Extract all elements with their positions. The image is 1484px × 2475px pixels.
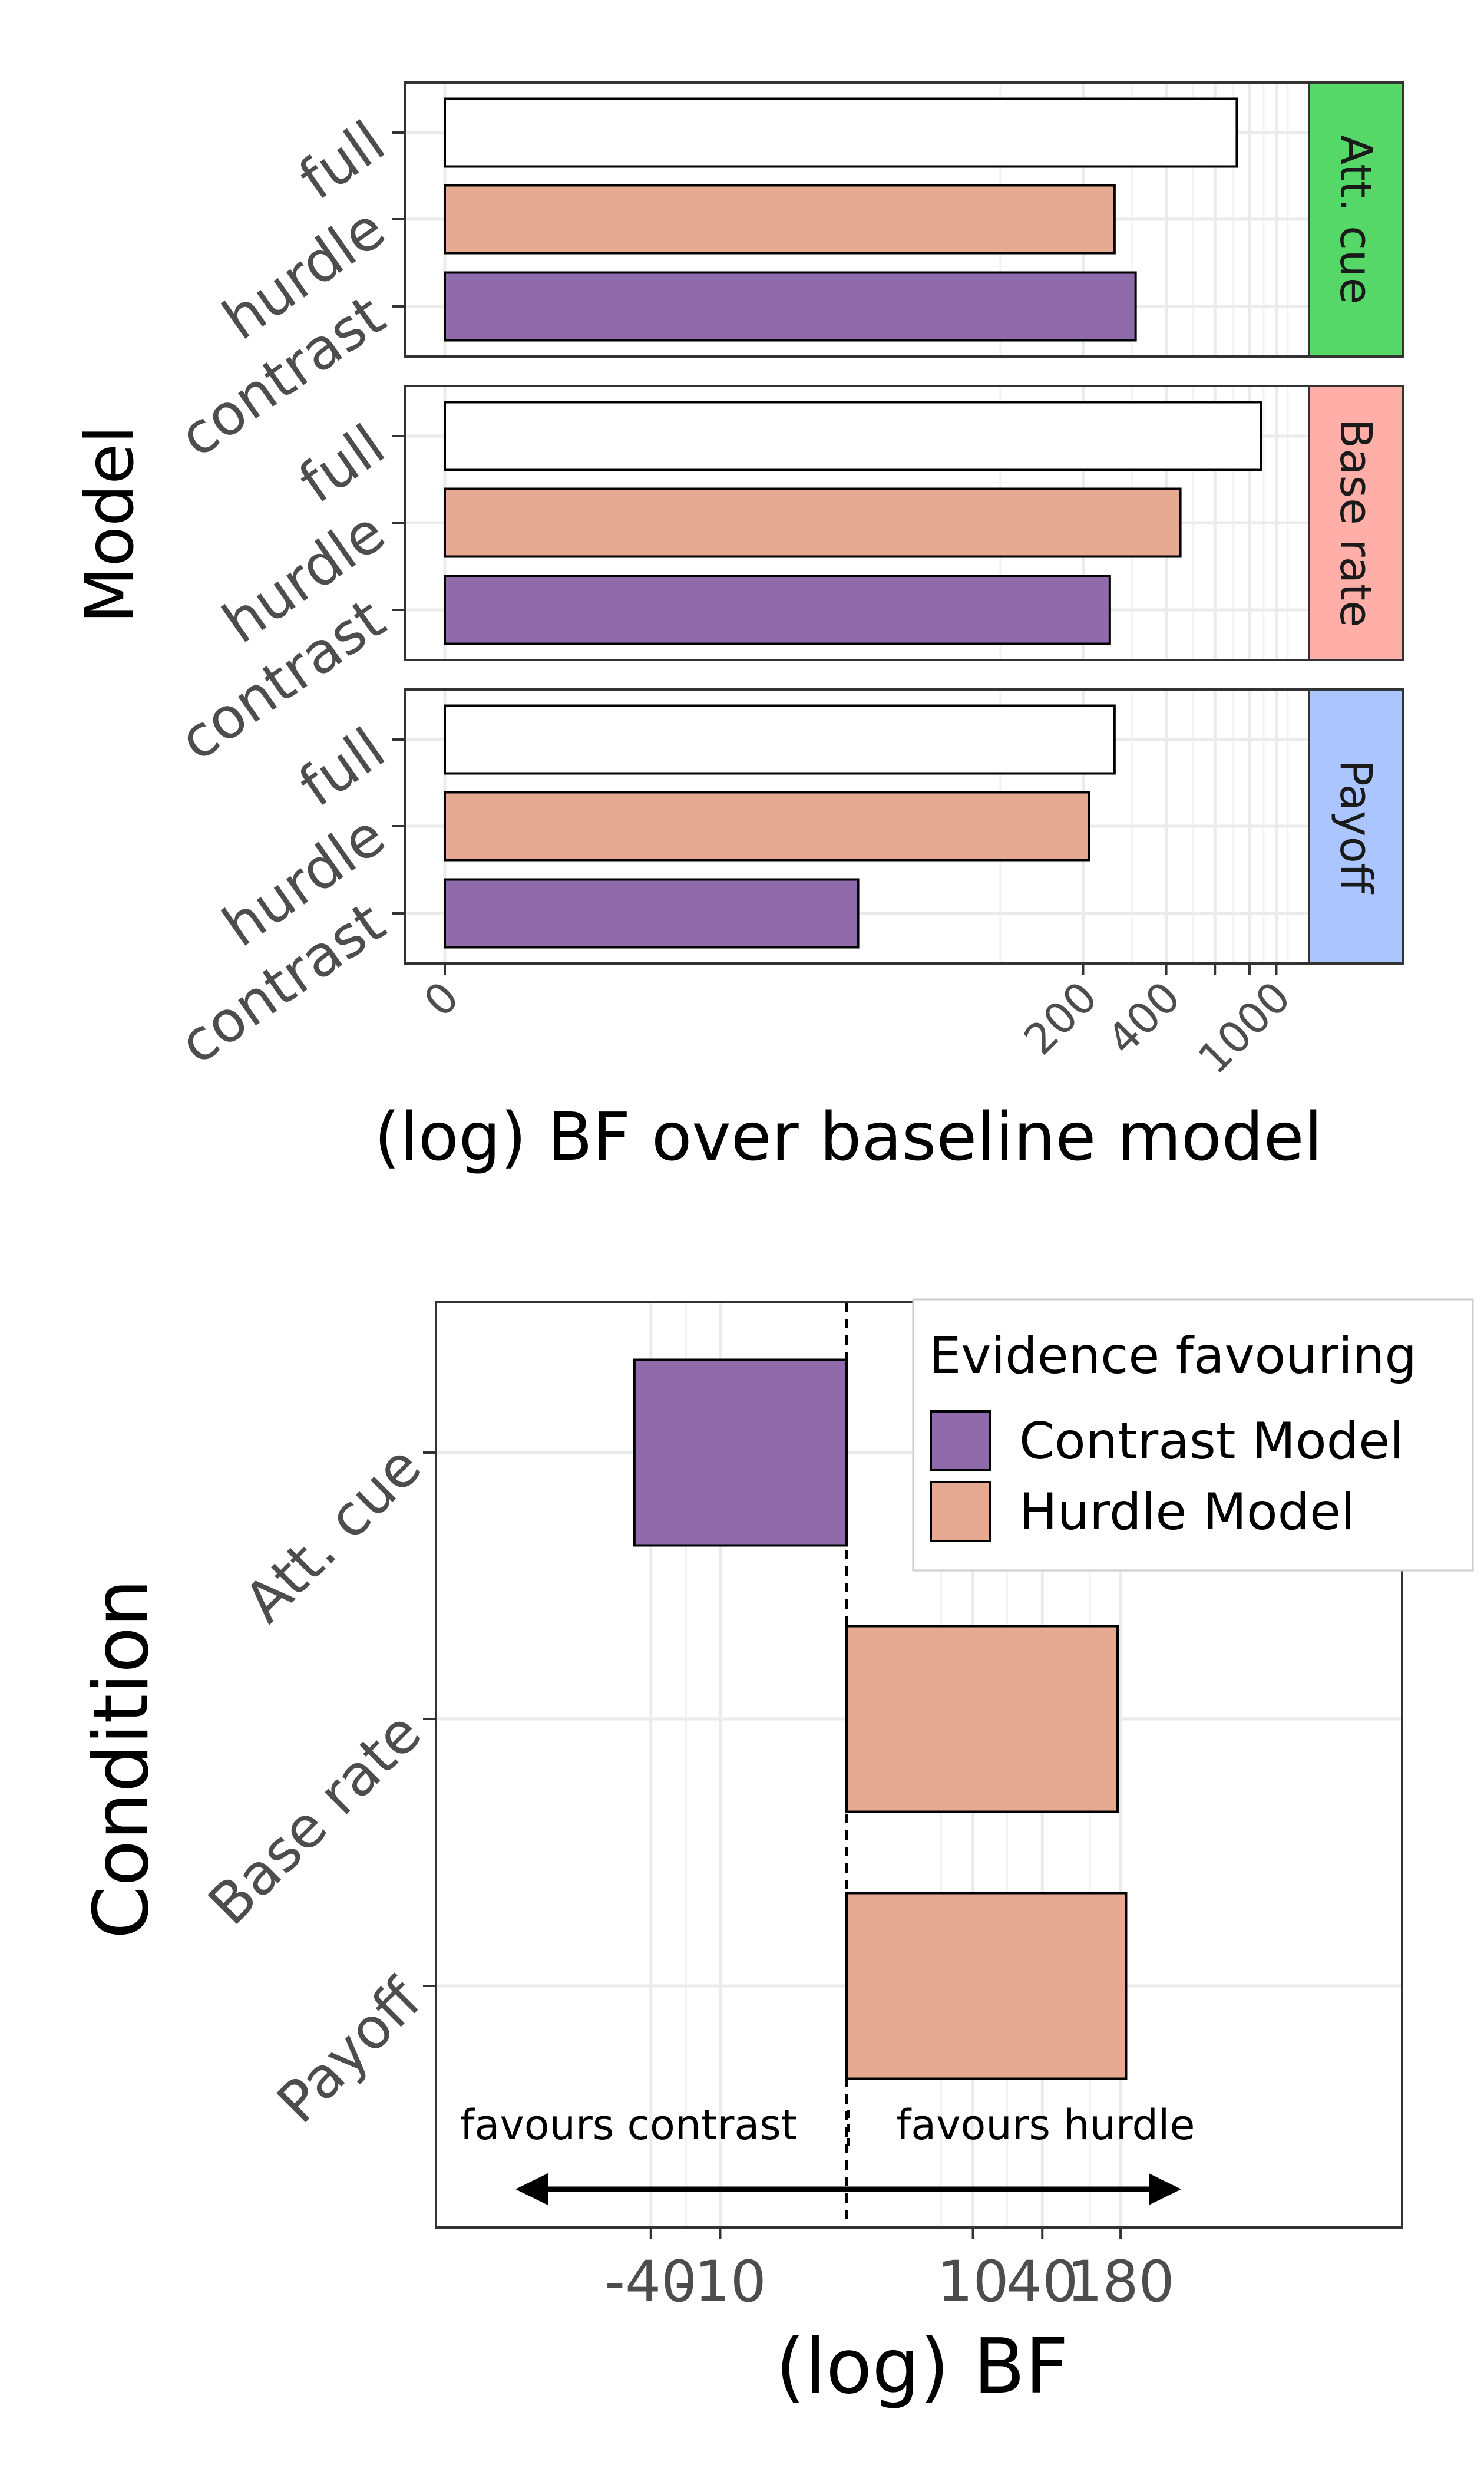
- y-tick-label: Base rate: [196, 1700, 434, 1938]
- facet-strip-label: Att. cue: [1330, 135, 1381, 305]
- arrow-right-icon: [1149, 2173, 1181, 2205]
- bar-att-cue: [633, 1358, 848, 1547]
- legend-box: [912, 1298, 1474, 1572]
- bar-hurdle: [444, 791, 1090, 862]
- y-tick-label: full: [287, 108, 396, 213]
- x-tick-label: 1000: [1189, 972, 1300, 1084]
- x-tick-label: 180: [1066, 2249, 1174, 2315]
- facet-strip: [1308, 688, 1404, 965]
- favours-hurdle-label: favours hurdle: [897, 2101, 1195, 2149]
- bar-hurdle: [444, 487, 1182, 558]
- favours-contrast-label: favours contrast: [460, 2101, 797, 2149]
- bar-full: [444, 704, 1116, 775]
- x-axis-title: (log) BF over baseline model: [374, 1099, 1322, 1176]
- x-axis-title: (log) BF: [775, 2323, 1068, 2411]
- x-tick-label: -40: [604, 2249, 697, 2315]
- bar-contrast: [444, 878, 860, 949]
- legend-swatch-contrast: [930, 1410, 991, 1471]
- arrow-left-icon: [515, 2173, 548, 2205]
- legend-label-hurdle: Hurdle Model: [1019, 1483, 1355, 1542]
- bar-contrast: [444, 575, 1111, 645]
- condition-comparison-chart: favours contrast favours hurdle Evidence…: [78, 1298, 1474, 2411]
- legend-title: Evidence favouring: [929, 1326, 1417, 1385]
- y-axis-title: Condition: [78, 1579, 166, 1939]
- bar-base-rate: [845, 1625, 1119, 1813]
- x-tick-label: 200: [1014, 972, 1107, 1065]
- facet-strip: [1308, 81, 1404, 358]
- x-tick-label: 400: [1098, 972, 1190, 1065]
- bar-full: [444, 97, 1238, 168]
- bar-contrast: [444, 271, 1137, 342]
- bar-full: [444, 401, 1262, 471]
- bar-payoff: [845, 1892, 1128, 2080]
- x-tick-label: -10: [674, 2249, 766, 2315]
- facet-strip-label: Base rate: [1330, 418, 1381, 627]
- y-tick-label: full: [287, 715, 396, 820]
- legend-swatch-hurdle: [930, 1481, 991, 1542]
- y-tick-label: full: [287, 412, 396, 516]
- y-tick-label: Payoff: [265, 1966, 434, 2136]
- y-axis-title: Model: [72, 425, 148, 623]
- x-tick-label: 0: [414, 972, 468, 1027]
- legend-label-contrast: Contrast Model: [1019, 1412, 1404, 1471]
- x-tick-label: 40: [1006, 2249, 1078, 2315]
- facet-strip: [1308, 385, 1404, 661]
- bar-hurdle: [444, 184, 1116, 255]
- facet-strip-label: Payoff: [1330, 760, 1381, 895]
- legend: Evidence favouring Contrast Model Hurdle…: [912, 1298, 1474, 1572]
- y-tick-label: Att. cue: [232, 1433, 434, 1635]
- x-tick-label: 10: [937, 2249, 1009, 2315]
